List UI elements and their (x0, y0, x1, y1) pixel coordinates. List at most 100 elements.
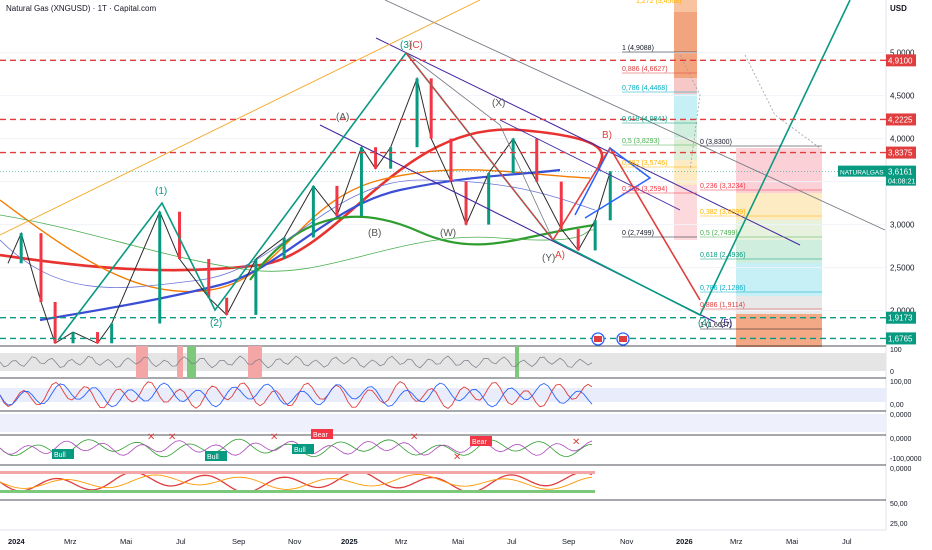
fib-label-lower: 0,236 (3,3234) (700, 183, 746, 190)
x-tick-label: Sep (232, 537, 245, 546)
candle (415, 78, 419, 148)
price-badge (886, 311, 916, 324)
fib-label-lower: 1 (1,6637) (700, 322, 732, 329)
price-badge (886, 332, 916, 345)
x-tick-label: Jul (507, 537, 517, 546)
x-tick-label: Mai (786, 537, 798, 546)
wave-label: (2) (210, 318, 222, 329)
panel-tick-label: 0 (890, 369, 894, 376)
x-tick-label: Jul (176, 537, 186, 546)
candle (535, 138, 539, 182)
y-tick-label: 2,5000 (890, 264, 915, 273)
wave-lines (57, 0, 851, 341)
ma-curve (0, 169, 591, 293)
x-tick-label: Sep (562, 537, 575, 546)
x-tick-label: Mrz (730, 537, 743, 546)
signal-label: Bull (54, 452, 66, 459)
chart-title: Natural Gas (XNGUSD) · 1T · Capital.com (6, 4, 157, 13)
fib-label-lower: 0,5 (2,7499) (700, 230, 738, 237)
candle (429, 78, 433, 139)
fib-label-lower: 0,382 (3,0099) (700, 209, 746, 216)
wave-label: (3) (400, 40, 412, 51)
x-tick-label: Nov (288, 537, 302, 546)
axes: 5,00004,50004,00003,50003,00002,50002,00… (838, 49, 916, 345)
signal-bar (177, 346, 183, 378)
candle (254, 259, 258, 315)
grid (0, 52, 886, 312)
signal-bar (515, 346, 519, 378)
signal-label: Bear (313, 432, 328, 439)
symbol-badge (838, 165, 886, 177)
cross-marker: ✕ (168, 432, 176, 443)
flag-icon-stripes (619, 336, 627, 342)
price-line (7, 76, 611, 345)
panel-tick-label: 0,00 (890, 402, 904, 409)
y-tick-label: 4,5000 (890, 92, 915, 101)
signal-badge (470, 436, 492, 446)
price-badge (886, 113, 916, 126)
y-tick-label: 5,0000 (890, 49, 915, 58)
price-badge-label: 4,9100 (888, 56, 913, 65)
candle (335, 185, 339, 216)
oscillator-line (0, 355, 593, 369)
wave-label: (1) (155, 186, 167, 197)
candle (110, 323, 114, 344)
oscillator-line (0, 381, 593, 409)
fib-label-top: 1,272 (5,4568) (636, 0, 682, 5)
candle (487, 173, 491, 225)
price-badge-label: 3,8375 (888, 149, 913, 158)
candle (576, 228, 580, 251)
oscillator-line (0, 382, 593, 408)
cross-marker: ✕ (147, 432, 155, 443)
flag-icon-stripes (594, 336, 602, 342)
panel-tick-label: 0,0000 (890, 436, 912, 443)
fib-label-upper: 0,5 (3,8293) (622, 138, 660, 145)
candle (464, 181, 468, 225)
signal-badge (311, 429, 333, 439)
panel-tick-label: 0,0000 (890, 412, 912, 419)
candle (374, 147, 378, 169)
oscillator-line (0, 474, 593, 490)
band-red (0, 471, 595, 474)
wave-annotations: (1) (2) (3)(C) (A) (B) (W) (X) (Y) A) B) (4) (5) (155, 40, 732, 329)
ma-curve (249, 215, 596, 281)
current-price-value: 3,6161 (888, 168, 913, 177)
candle (282, 237, 286, 259)
fib-bands-lower (736, 148, 822, 347)
cross-marker: ✕ (410, 432, 418, 443)
cross-marker: ✕ (270, 432, 278, 443)
fib-bands-upper (674, 0, 697, 240)
signal-bar (257, 346, 262, 378)
x-tick-label: 2025 (341, 537, 358, 546)
x-tick-label: 2024 (8, 537, 26, 546)
indicator-panels: 100 0 100,00 0,00 0,0000 0,0000 -100,0000 0,000… (0, 345, 922, 528)
signal-badge (52, 449, 74, 459)
oscillator-line (0, 470, 593, 493)
x-tick-label: Jul (842, 537, 852, 546)
signal-bar (136, 346, 148, 378)
wave-label: (C) (409, 40, 423, 51)
wave-label: B) (602, 130, 612, 141)
panel-tick-label: 50,00 (890, 501, 908, 508)
x-tick-label: Mai (452, 537, 464, 546)
candle (71, 332, 75, 344)
x-tick-label: Mrz (395, 537, 408, 546)
fib-label-upper: 0,786 (4,4468) (622, 85, 668, 92)
oscillator-line (0, 440, 593, 456)
event-icons[interactable] (591, 332, 630, 346)
wave-label: (W) (440, 228, 456, 239)
candle (389, 147, 393, 169)
signal-bar (248, 346, 257, 378)
ma-curve (39, 168, 561, 322)
candle (559, 181, 563, 229)
horizontal-levels (0, 59, 886, 340)
price-badge-label: 1,9173 (888, 314, 913, 323)
cross-marker: ✕ (572, 437, 580, 448)
candle (311, 185, 315, 238)
x-tick-label: Nov (620, 537, 634, 546)
candle (511, 138, 515, 173)
candle (449, 138, 453, 182)
fib-label-lower: 0,886 (1,9114) (700, 302, 745, 309)
fib-label-upper: 0,886 (4,6627) (622, 66, 668, 73)
